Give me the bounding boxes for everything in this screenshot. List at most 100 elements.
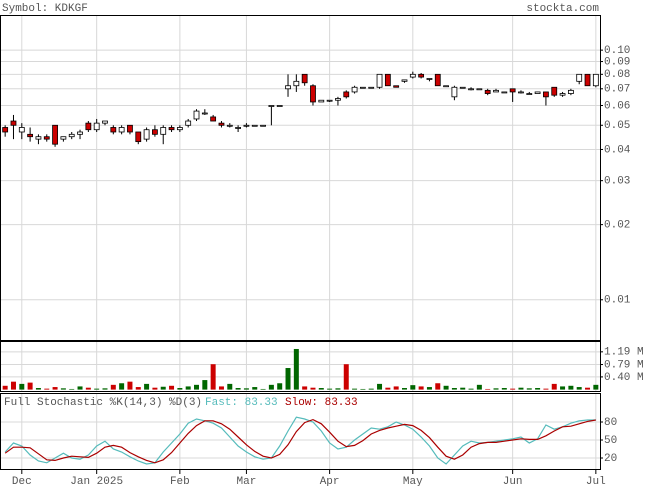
- volume-bar: [510, 388, 516, 390]
- y-tick-label: 0.01: [604, 295, 631, 307]
- candle-body: [401, 79, 408, 82]
- volume-bar: [218, 386, 224, 390]
- candle-body: [359, 86, 366, 89]
- candle-body: [143, 129, 150, 140]
- price-frame: [0, 15, 601, 341]
- volume-bar: [177, 388, 183, 390]
- y-tick-label: 0.07: [604, 84, 630, 96]
- volume-bar: [476, 384, 482, 390]
- volume-bar: [443, 385, 449, 390]
- x-tick-label: Dec: [12, 476, 32, 486]
- candle-body: [68, 133, 75, 138]
- stochastic-line: [4, 416, 596, 465]
- candle-body: [77, 131, 83, 135]
- candle-body: [468, 88, 474, 91]
- candle-body: [52, 124, 58, 145]
- volume-bar: [560, 386, 566, 390]
- candle-body: [185, 120, 192, 126]
- volume-bar: [243, 388, 249, 390]
- volume-bar: [160, 386, 166, 390]
- volume-bar: [451, 388, 457, 390]
- candle-body: [509, 88, 516, 93]
- x-tick-label: Apr: [320, 476, 340, 486]
- candle-body: [285, 85, 291, 90]
- x-tick-label: Mar: [237, 476, 257, 486]
- candle-body: [243, 124, 250, 127]
- candle-body: [168, 127, 175, 131]
- candle-body: [418, 73, 425, 78]
- volume-bar: [252, 387, 258, 390]
- candle-body: [493, 89, 499, 93]
- volume-bar: [335, 388, 341, 390]
- volume-bar: [352, 388, 358, 390]
- volume-bar: [385, 387, 391, 390]
- candle-body: [584, 73, 591, 87]
- candle-body: [160, 127, 167, 135]
- candle-body: [501, 91, 508, 94]
- candle-body: [343, 91, 350, 98]
- chart-title: Symbol: KDKGF: [2, 3, 88, 15]
- y-tick-label: 0.02: [604, 220, 630, 232]
- volume-bar: [327, 388, 333, 390]
- volume-bar: [302, 386, 308, 390]
- y-tick-label: 0.03: [604, 176, 630, 188]
- volume-bar: [393, 386, 399, 390]
- candle-body: [368, 86, 375, 89]
- candle-body: [176, 127, 183, 131]
- volume-bar: [44, 388, 50, 390]
- volume-bar: [19, 383, 25, 390]
- source: stockta.com: [526, 3, 599, 15]
- stochastic-title: Full Stochastic %K(14,3) %D(3): [4, 397, 202, 409]
- volume-bar: [543, 388, 549, 390]
- volume-bar: [360, 388, 366, 390]
- candle-body: [60, 136, 67, 140]
- volume-bar: [318, 388, 324, 390]
- volume-bar: [27, 382, 33, 390]
- candle-body: [351, 86, 358, 93]
- y-tick-label: 80: [604, 417, 617, 429]
- y-tick-label: 0.40 M: [604, 372, 644, 384]
- candle-body: [451, 86, 458, 98]
- volume-bar: [144, 383, 150, 390]
- x-tick-label: Jun: [503, 476, 523, 486]
- volume-bar: [426, 387, 432, 390]
- candle-body: [93, 122, 100, 131]
- volume-bar: [526, 388, 532, 390]
- volume-bar: [110, 384, 116, 390]
- volume-bar: [518, 387, 524, 390]
- x-tick-label: Jul: [586, 476, 606, 486]
- volume-bar: [377, 383, 383, 390]
- volume-bar: [468, 388, 474, 390]
- volume-bar: [551, 383, 557, 390]
- y-tick-label: 0.05: [604, 120, 630, 132]
- candle-body: [326, 99, 333, 102]
- candle-body: [409, 73, 416, 78]
- volume-bar: [401, 388, 407, 390]
- volume-bar: [235, 388, 241, 390]
- candle-body: [310, 85, 316, 103]
- volume-bar: [202, 380, 208, 390]
- volume-bar: [194, 384, 200, 390]
- volume-bar: [210, 364, 216, 390]
- volume-bar: [293, 348, 299, 390]
- candle-body: [260, 124, 266, 127]
- volume-bar: [260, 388, 266, 390]
- candle-body: [235, 127, 242, 129]
- volume-bar: [94, 388, 100, 390]
- volume-bar: [493, 388, 499, 390]
- candle-body: [268, 105, 275, 107]
- candle-body: [384, 73, 391, 87]
- y-tick-label: 0.09: [604, 56, 630, 68]
- y-tick-label: 50: [604, 435, 617, 447]
- volume-bar: [501, 388, 507, 390]
- candle-body: [218, 122, 225, 126]
- volume-bar: [285, 368, 291, 390]
- candle-body: [559, 93, 566, 96]
- candle-body: [426, 78, 433, 80]
- candle-body: [102, 120, 108, 124]
- candle-body: [301, 73, 308, 84]
- candle-body: [576, 73, 583, 82]
- candle-body: [127, 124, 133, 133]
